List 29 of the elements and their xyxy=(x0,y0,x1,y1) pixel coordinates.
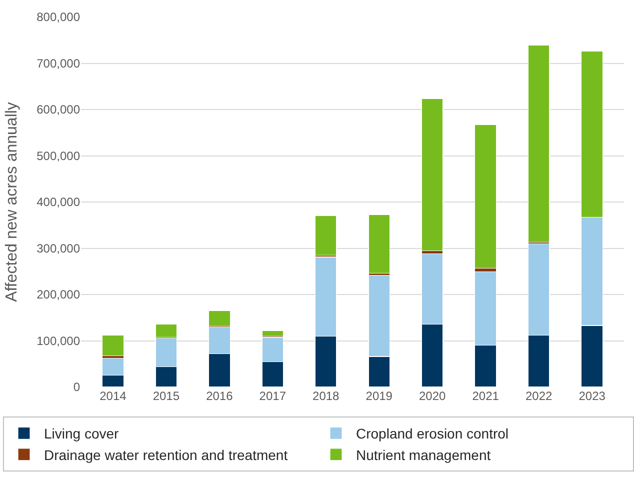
x-tick-label: 2022 xyxy=(525,389,552,403)
x-tick-label: 2014 xyxy=(100,389,127,403)
x-tick-label: 2023 xyxy=(578,389,606,403)
x-tick-label: 2017 xyxy=(259,389,286,403)
bar xyxy=(474,124,497,268)
y-tick-label: 700,000 xyxy=(36,56,80,70)
y-tick-label: 100,000 xyxy=(36,334,80,348)
x-tick-label: 2019 xyxy=(366,389,393,403)
y-tick-label: 0 xyxy=(73,380,80,394)
y-tick-label: 800,000 xyxy=(36,10,80,24)
x-tick-label: 2021 xyxy=(472,389,500,403)
bar xyxy=(368,214,390,274)
legend-label: Drainage water retention and treatment xyxy=(44,446,288,463)
x-tick-label: 2015 xyxy=(152,389,180,403)
y-tick-label: 200,000 xyxy=(36,288,80,302)
y-tick-label: 500,000 xyxy=(36,148,80,163)
x-tick-label: 2018 xyxy=(312,389,340,403)
x-tick-label: 2020 xyxy=(419,389,446,403)
y-tick-label: 400,000 xyxy=(36,195,80,210)
bar xyxy=(421,98,444,251)
x-tick-label: 2016 xyxy=(206,389,234,403)
bar xyxy=(102,334,124,356)
legend-label: Nutrient management xyxy=(356,446,491,463)
legend-label: Living cover xyxy=(44,426,120,442)
y-axis-title: Affected new acres annually xyxy=(4,102,21,302)
bar xyxy=(314,216,337,256)
y-tick-label: 600,000 xyxy=(36,102,80,117)
legend-label: Cropland erosion control xyxy=(356,426,509,442)
y-tick-label: 300,000 xyxy=(36,241,80,256)
